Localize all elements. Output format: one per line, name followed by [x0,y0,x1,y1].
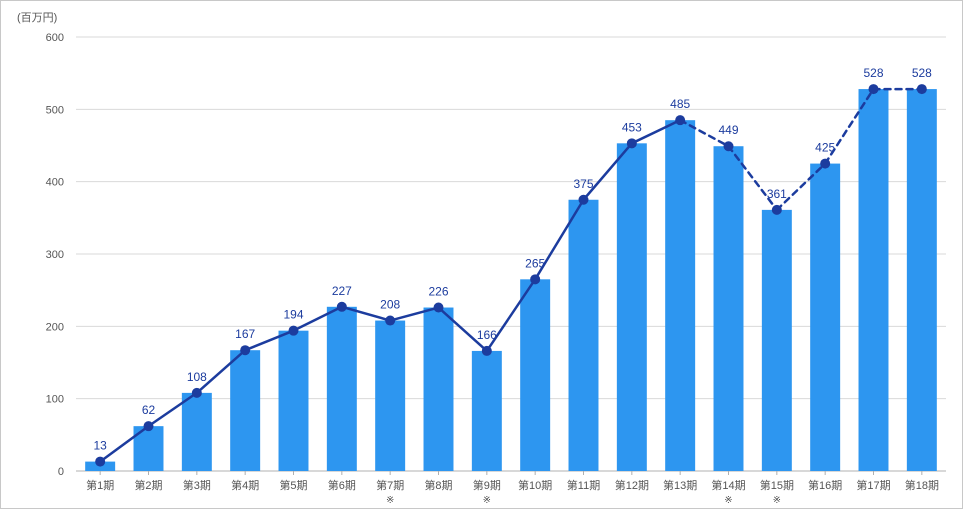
x-tick-label: 第10期 [518,478,552,492]
bar [569,200,599,471]
data-marker [917,84,927,94]
x-tick-label: 第18期 [905,478,939,492]
bar [230,350,260,471]
y-tick-label: 500 [46,104,64,116]
data-marker [820,159,830,169]
y-axis-title: (百万円) [17,12,57,24]
data-marker [869,84,879,94]
bar [665,120,695,471]
x-tick-note: ※ [483,495,491,506]
bar [762,210,792,471]
x-tick-label: 第9期 [473,478,501,492]
y-tick-label: 300 [46,249,64,261]
x-tick-label: 第14期 [711,478,745,492]
x-tick-label: 第2期 [134,478,162,492]
bar [327,307,357,471]
x-tick-label: 第12期 [615,478,649,492]
bar [859,89,889,471]
bar [907,89,937,471]
y-tick-label: 600 [46,32,64,44]
x-tick-label: 第7期 [376,478,404,492]
data-marker [144,421,154,431]
data-marker [337,302,347,312]
x-tick-label: 第11期 [567,478,600,492]
bar [472,351,502,471]
data-label: 265 [525,256,545,270]
x-tick-label: 第6期 [328,478,356,492]
y-tick-label: 200 [46,321,64,333]
bar [714,146,744,471]
data-label: 166 [477,328,497,342]
data-label: 208 [380,298,400,312]
x-tick-note: ※ [386,495,394,506]
data-label: 13 [93,439,107,453]
data-label: 449 [718,123,738,137]
data-marker [434,303,444,313]
data-label: 485 [670,97,690,111]
data-label: 194 [283,308,303,322]
data-label: 425 [815,141,835,155]
data-marker [289,326,299,336]
x-tick-label: 第5期 [279,478,307,492]
data-marker [627,138,637,148]
data-marker [724,141,734,151]
bar [182,393,212,471]
data-marker [385,316,395,326]
data-label: 375 [573,177,593,191]
data-marker [675,115,685,125]
data-label: 528 [863,66,883,80]
data-marker [192,388,202,398]
x-tick-label: 第4期 [231,478,259,492]
data-label: 226 [428,285,448,299]
chart-svg: 0 100 200 300 400 500 600 第1期 第2期 第3期 第4期 第5期 第6期 第7期… [1,1,962,508]
bar [617,143,647,471]
x-tick-label: 第1期 [86,478,114,492]
x-tick-label: 第16期 [808,478,842,492]
bar [424,308,454,471]
data-label: 528 [912,66,932,80]
chart-container: 0 100 200 300 400 500 600 第1期 第2期 第3期 第4期 第5期 第6期 第7期… [0,0,963,509]
y-tick-label: 0 [58,466,64,478]
x-tick-label: 第8期 [424,478,452,492]
y-tick-label: 400 [46,177,64,189]
y-tick-label: 100 [46,394,64,406]
bar [520,279,550,471]
x-tick-label: 第3期 [183,478,211,492]
x-tick-note: ※ [773,495,781,506]
data-label: 361 [767,187,787,201]
x-tick-note: ※ [724,495,732,506]
data-marker [95,457,105,467]
bar [810,164,840,471]
bar [279,331,309,471]
data-marker [772,205,782,215]
data-label: 453 [622,120,642,134]
data-label: 227 [332,284,352,298]
x-tick-label: 第17期 [856,478,890,492]
x-tick-label: 第15期 [760,478,794,492]
data-label: 108 [187,370,207,384]
data-marker [530,274,540,284]
data-marker [579,195,589,205]
data-label: 167 [235,327,255,341]
data-marker [482,346,492,356]
x-tick-label: 第13期 [663,478,697,492]
data-label: 62 [142,403,156,417]
bar [375,321,405,471]
data-marker [240,345,250,355]
